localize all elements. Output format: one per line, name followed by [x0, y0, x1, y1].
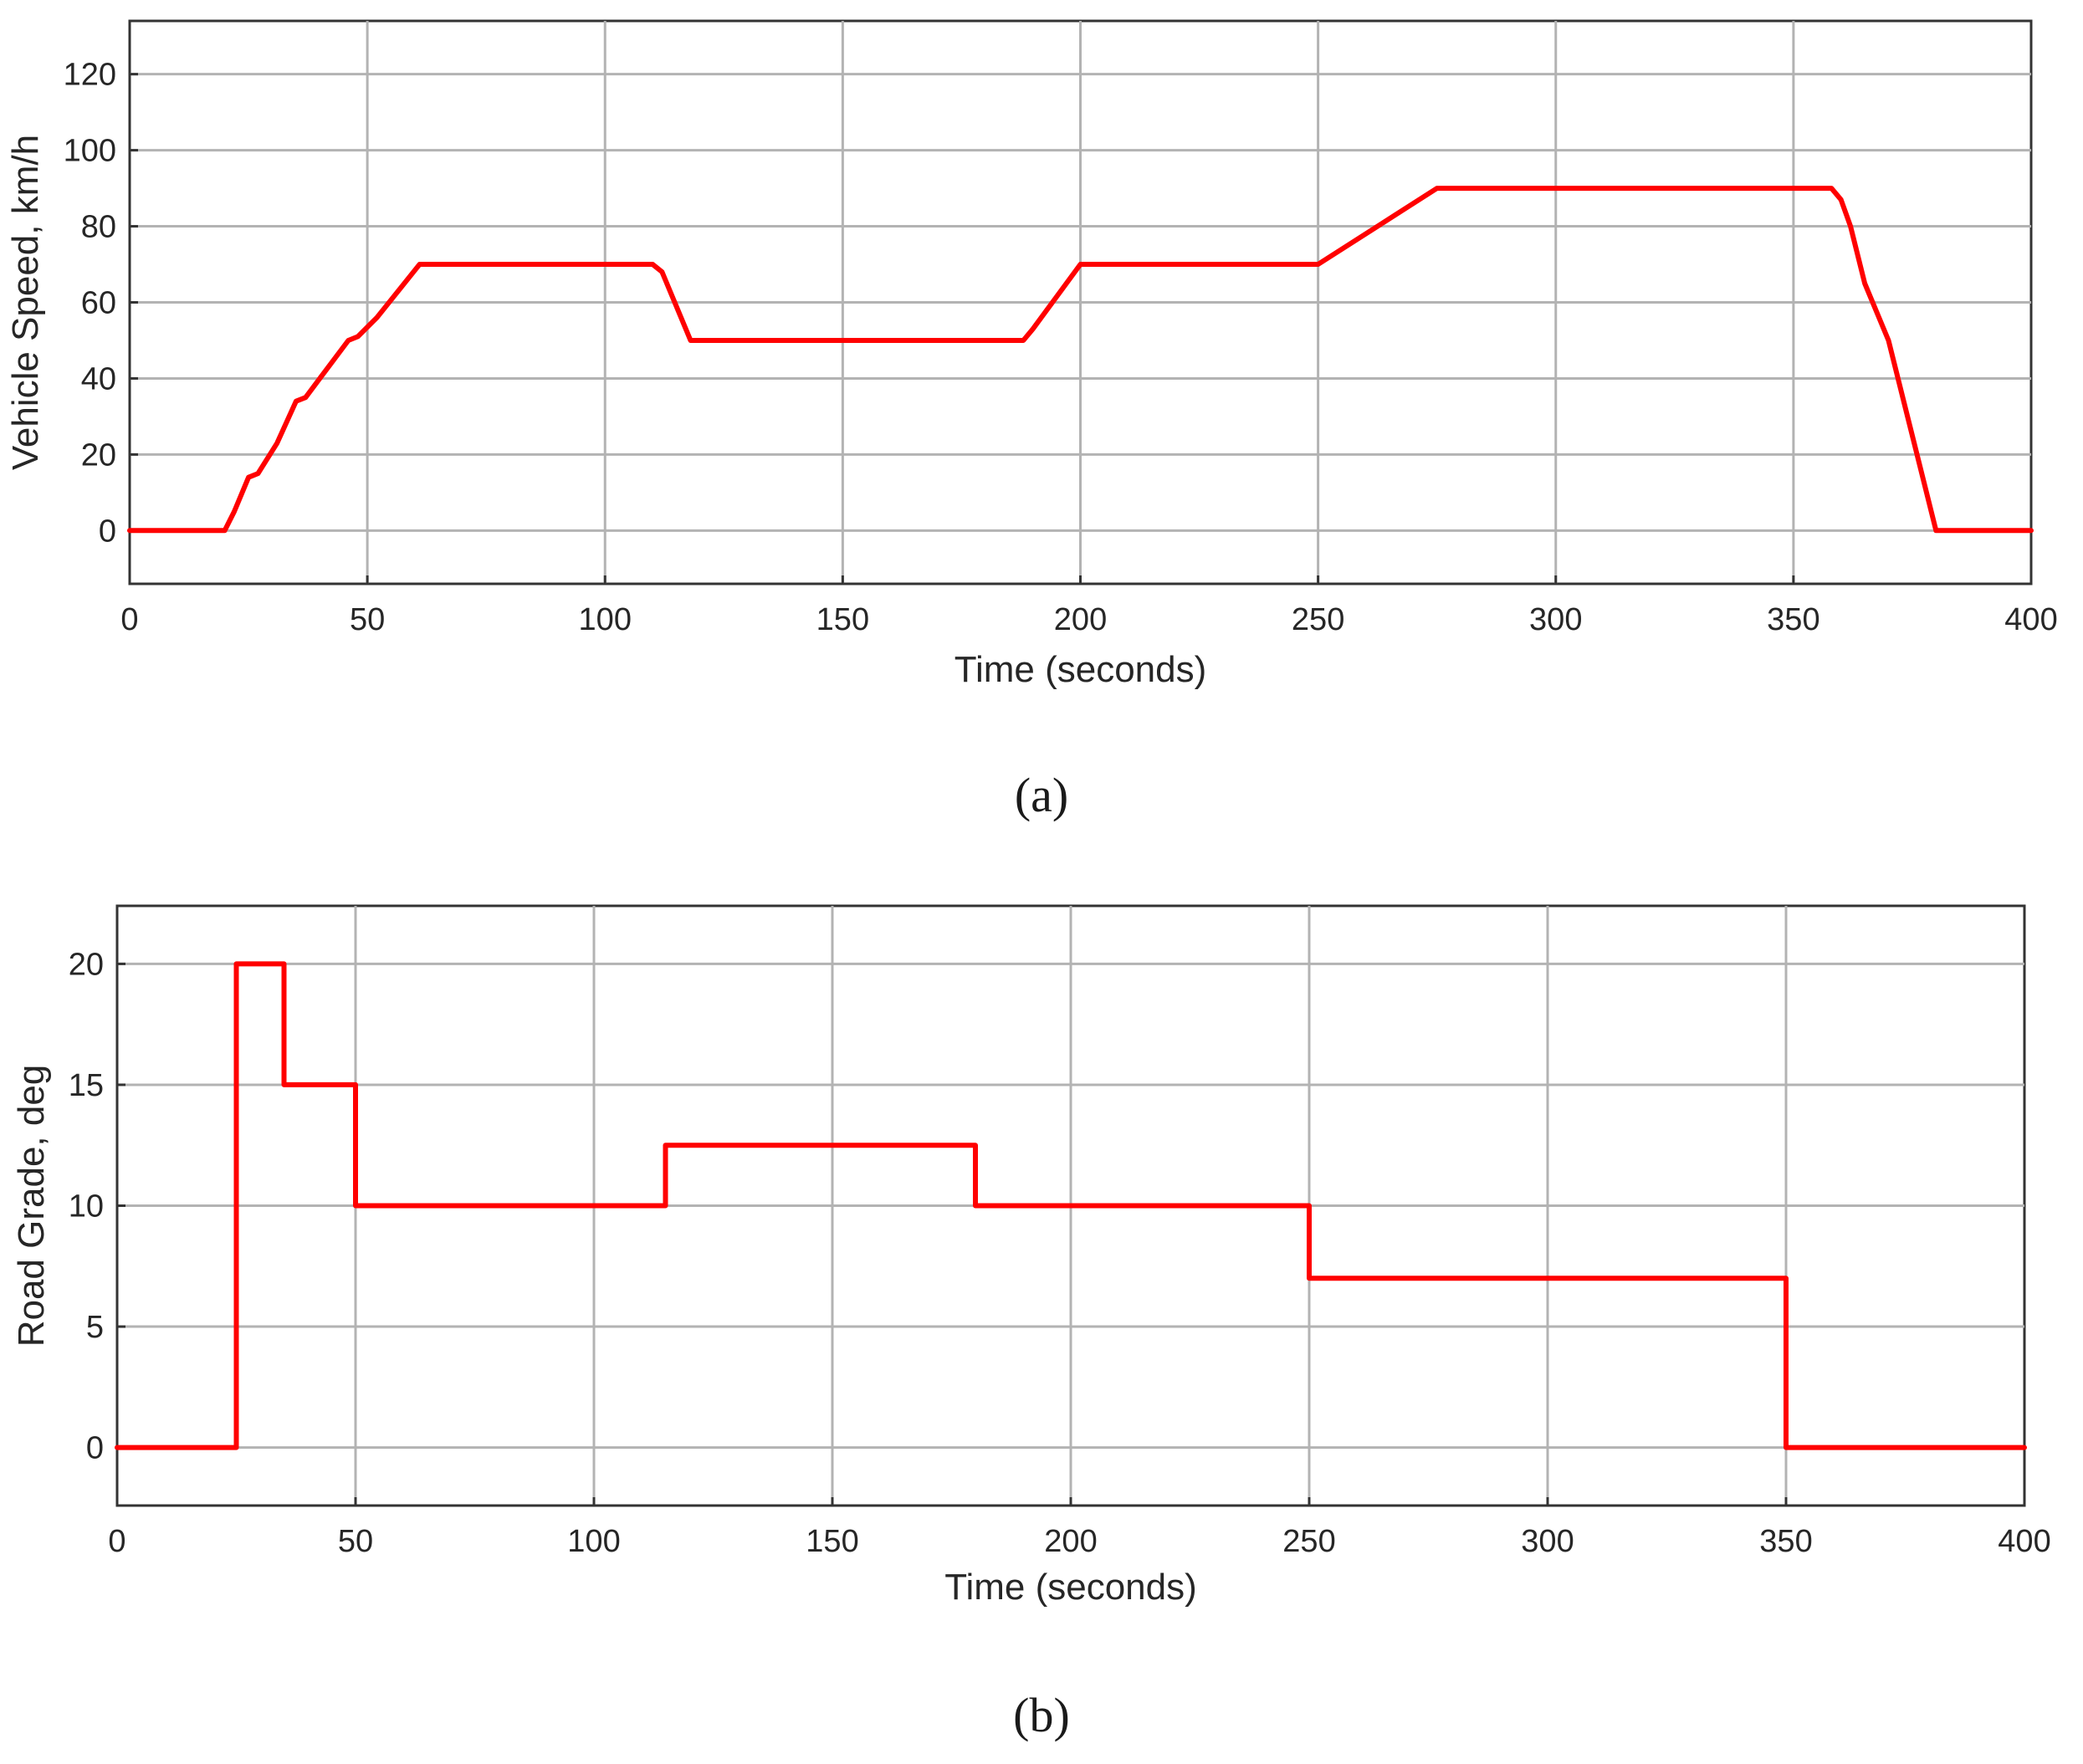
grade-x-tick-label: 350	[1759, 1524, 1812, 1559]
grade-x-tick-label: 50	[338, 1524, 373, 1559]
speed-x-tick-label: 100	[579, 602, 632, 637]
speed-y-tick-label: 40	[81, 361, 116, 396]
speed-y-tick-label: 20	[81, 437, 116, 473]
panel-a-speed-chart: 0 50 100 150 200 250 300 350 400 0 20 40 60 80 100 120 T…	[5, 19, 2058, 690]
grade-series-line	[115, 961, 2027, 1450]
speed-y-axis-label: Vehicle Speed, km/h	[5, 135, 46, 470]
grade-y-tick-label: 15	[69, 1068, 104, 1103]
grade-x-tick-label: 0	[108, 1524, 125, 1559]
speed-x-tick-label: 200	[1054, 602, 1107, 637]
speed-x-tick-label: 300	[1529, 602, 1582, 637]
speed-series-line	[127, 186, 2034, 534]
grade-x-tick-label: 400	[1998, 1524, 2050, 1559]
grade-y-tick-label: 5	[86, 1310, 104, 1345]
panel-b-caption: (b)	[1013, 1688, 1070, 1742]
speed-x-axis-label: Time (seconds)	[954, 649, 1207, 690]
grade-y-tick-label: 20	[69, 947, 104, 982]
speed-y-tick-label: 60	[81, 286, 116, 321]
panel-a-caption: (a)	[1015, 768, 1068, 822]
speed-y-tick-label: 80	[81, 210, 116, 245]
speed-x-tick-label: 350	[1767, 602, 1819, 637]
grade-y-axis-label: Road Grade, deg	[11, 1065, 52, 1347]
speed-x-tick-label: 50	[350, 602, 385, 637]
grade-x-tick-label: 200	[1044, 1524, 1097, 1559]
grade-x-tick-label: 150	[806, 1524, 858, 1559]
speed-x-tick-label: 400	[2004, 602, 2057, 637]
grade-x-tick-label: 300	[1521, 1524, 1574, 1559]
grade-y-tick-label: 10	[69, 1189, 104, 1225]
speed-x-tick-label: 150	[816, 602, 869, 637]
speed-y-tick-label: 120	[64, 58, 116, 93]
speed-y-tick-label: 100	[64, 134, 116, 169]
panel-b-grade-chart: 0 50 100 150 200 250 300 350 400 0 5 10 15 20 Time (se…	[11, 904, 2051, 1608]
speed-y-tick-label: 0	[99, 514, 116, 549]
grade-x-tick-label: 100	[567, 1524, 620, 1559]
speed-x-tick-label: 250	[1292, 602, 1344, 637]
grade-x-axis-label: Time (seconds)	[944, 1567, 1197, 1608]
grade-y-tick-label: 0	[86, 1431, 104, 1466]
grade-x-tick-label: 250	[1282, 1524, 1335, 1559]
speed-x-tick-label: 0	[120, 602, 138, 637]
